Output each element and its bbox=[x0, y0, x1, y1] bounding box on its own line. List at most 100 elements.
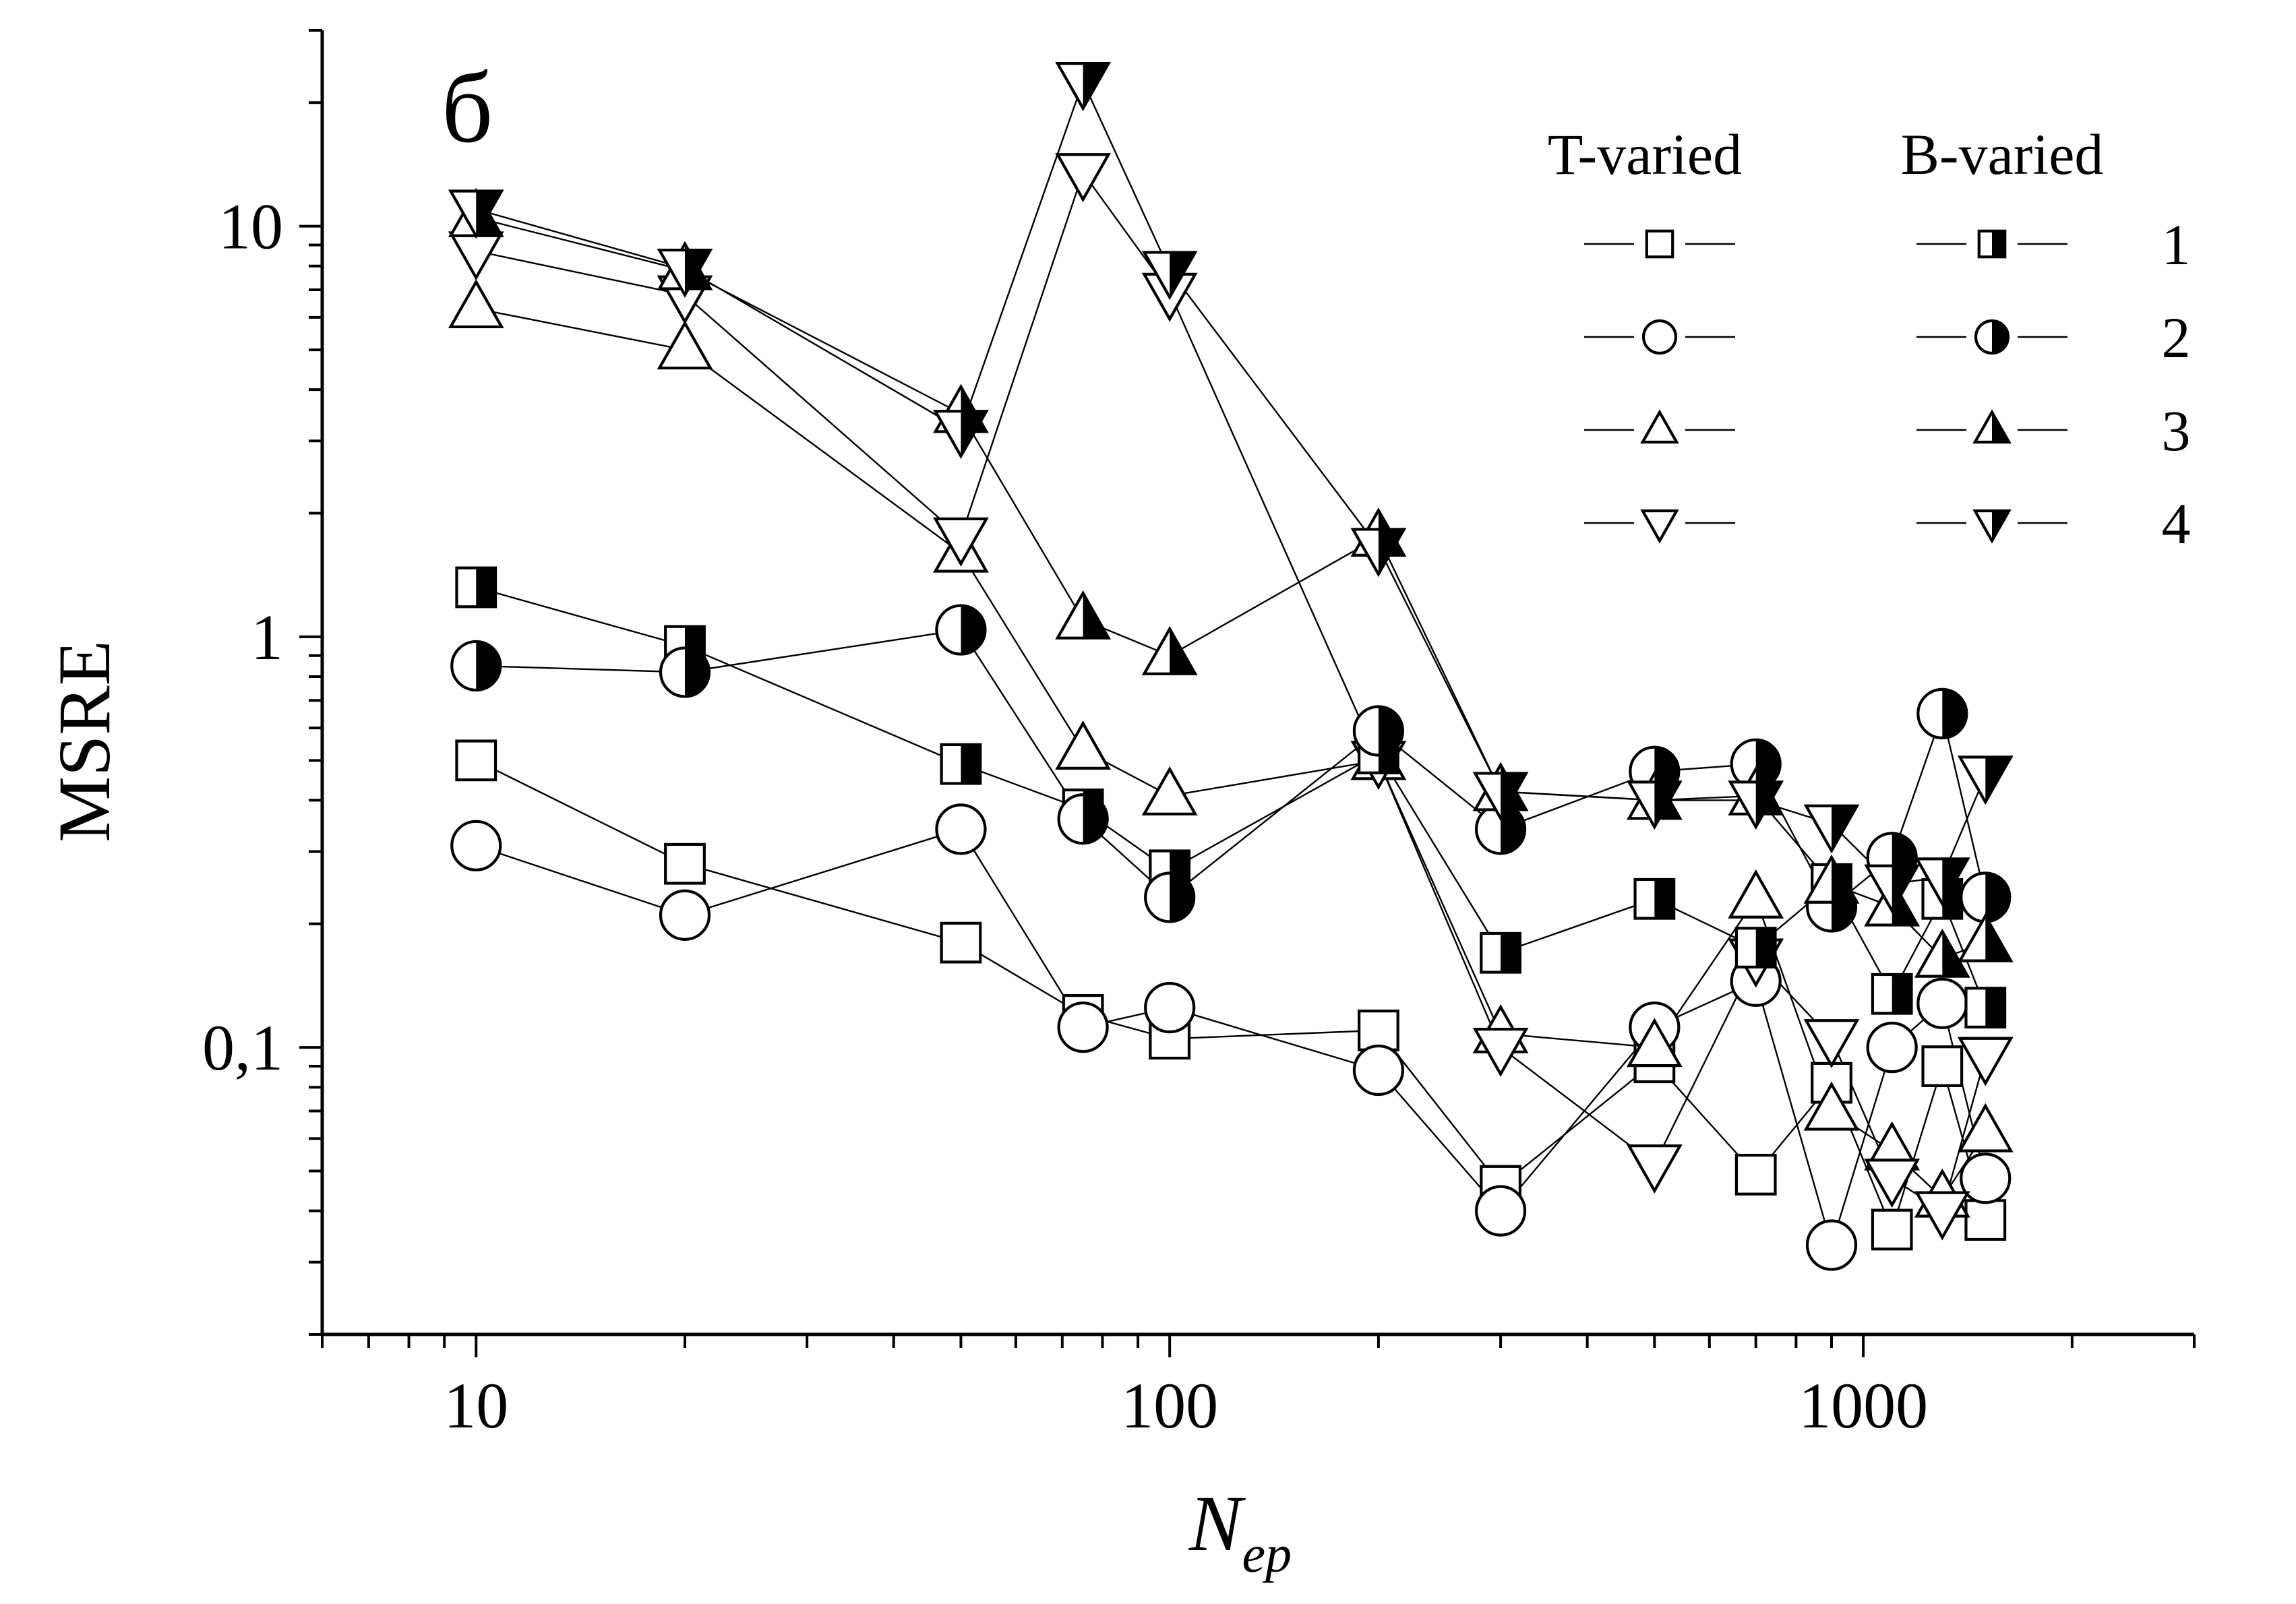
series-6-point bbox=[935, 604, 987, 656]
panel-label: б bbox=[442, 52, 493, 164]
series-5-point bbox=[1480, 931, 1521, 974]
series-6-point bbox=[1144, 871, 1196, 923]
series-6-point bbox=[1960, 871, 2012, 923]
series-2-point bbox=[1960, 1152, 2012, 1204]
series-4-point bbox=[1626, 1144, 1683, 1194]
series-8-point bbox=[1803, 804, 1860, 854]
series-4-point bbox=[1055, 153, 1112, 203]
series-4-point bbox=[1803, 1019, 1860, 1069]
series-1-point bbox=[1871, 1208, 1913, 1251]
series-2-point bbox=[659, 889, 711, 941]
series-2-point bbox=[1916, 977, 1968, 1029]
plot-series bbox=[448, 62, 2014, 1271]
legend-header-b-varied: B-varied bbox=[1901, 122, 2104, 187]
series-6-point bbox=[1352, 705, 1405, 757]
series-5-point bbox=[940, 743, 982, 785]
legend-marker-t-varied bbox=[1640, 409, 1679, 444]
legend-row-label: 2 bbox=[2162, 305, 2191, 370]
legend: T-varied B-varied 1 2 3 4 bbox=[1548, 122, 2191, 556]
series-3-point bbox=[1957, 1103, 2014, 1152]
series-8-point bbox=[933, 410, 989, 460]
series-8-point bbox=[1055, 62, 1112, 111]
axes: 10 100 1000 0,1 1 10 bbox=[202, 29, 2196, 1442]
series-6-point bbox=[450, 640, 502, 692]
series-3-point bbox=[657, 320, 713, 370]
series-3-point bbox=[1803, 1081, 1860, 1131]
series-4-point bbox=[933, 517, 989, 567]
series-1-point bbox=[1921, 1045, 1964, 1087]
series-7-point bbox=[1141, 625, 1198, 675]
series-5-point bbox=[455, 566, 497, 609]
x-tick-label: 100 bbox=[1121, 1369, 1218, 1442]
series-8-point bbox=[1728, 780, 1784, 830]
series-4-point bbox=[1472, 1028, 1529, 1078]
legend-marker-b-varied bbox=[1972, 509, 2012, 544]
series-6-point bbox=[1057, 793, 1109, 845]
series-8-point bbox=[1472, 772, 1529, 822]
series-1-point bbox=[940, 921, 982, 964]
y-tick-label: 10 bbox=[218, 191, 283, 263]
series-4-line bbox=[476, 171, 1987, 1212]
series-3-point bbox=[1055, 720, 1112, 770]
series-6-point bbox=[1916, 687, 1968, 740]
legend-row-label: 1 bbox=[2162, 212, 2191, 277]
series-8-point bbox=[1914, 857, 1970, 907]
series-3-point bbox=[1728, 869, 1784, 919]
x-axis-title-main: N bbox=[1188, 1479, 1246, 1568]
series-2-point bbox=[1144, 982, 1196, 1034]
series-1-point bbox=[1964, 1199, 2007, 1241]
series-1-point bbox=[1358, 1010, 1399, 1051]
series-6-point bbox=[659, 646, 711, 698]
series-2-point bbox=[1805, 1219, 1858, 1271]
series-1-point bbox=[455, 739, 497, 782]
y-axis-title: MSRE bbox=[43, 640, 125, 842]
series-1-point bbox=[664, 842, 706, 885]
series-5-point bbox=[1633, 877, 1676, 920]
legend-header-t-varied: T-varied bbox=[1548, 122, 1742, 187]
series-3-point bbox=[448, 279, 504, 329]
series-7-point bbox=[1957, 913, 2014, 962]
x-tick-label: 1000 bbox=[1799, 1369, 1928, 1442]
series-8-point bbox=[1626, 780, 1683, 830]
x-axis-title-sub: ep bbox=[1242, 1524, 1292, 1583]
series-8-point bbox=[1350, 528, 1407, 578]
series-1-point bbox=[1734, 1154, 1777, 1196]
series-2-point bbox=[1352, 1044, 1405, 1097]
series-7-point bbox=[1803, 854, 1860, 904]
series-3-point bbox=[1626, 1018, 1683, 1068]
series-6-point bbox=[1730, 738, 1782, 790]
y-tick-label: 1 bbox=[251, 601, 283, 673]
series-7-point bbox=[1055, 590, 1112, 640]
legend-marker-b-varied bbox=[1977, 229, 2007, 259]
series-5-point bbox=[1734, 927, 1777, 968]
legend-marker-t-varied bbox=[1645, 229, 1674, 259]
series-3-point bbox=[1141, 766, 1198, 815]
series-2-point bbox=[450, 820, 502, 871]
series-8-point bbox=[1957, 755, 2014, 805]
series-8-point bbox=[657, 248, 713, 298]
y-tick-label: 0,1 bbox=[202, 1012, 283, 1084]
series-7-point bbox=[1914, 928, 1970, 978]
series-2-point bbox=[1474, 1185, 1527, 1237]
x-tick-label: 10 bbox=[444, 1369, 508, 1442]
series-2-point bbox=[1057, 1001, 1109, 1053]
series-8-point bbox=[1864, 864, 1921, 914]
series-8-point bbox=[448, 189, 504, 239]
legend-row-label: 3 bbox=[2162, 398, 2191, 463]
series-2-point bbox=[1866, 1022, 1918, 1074]
series-4-point bbox=[1914, 1191, 1970, 1241]
series-2-point bbox=[935, 803, 987, 855]
series-5-point bbox=[1964, 987, 2007, 1029]
series-5-point bbox=[1871, 973, 1913, 1015]
x-axis-title: Nep bbox=[1188, 1479, 1292, 1583]
legend-marker-b-varied bbox=[1972, 409, 2012, 444]
legend-marker-t-varied bbox=[1640, 509, 1679, 544]
series-6-point bbox=[1474, 803, 1527, 855]
legend-marker-t-varied bbox=[1641, 319, 1678, 355]
series-4-point bbox=[1957, 1037, 2014, 1086]
legend-row-label: 4 bbox=[2162, 491, 2191, 556]
series-4-point bbox=[1864, 1159, 1921, 1208]
series-8-point bbox=[1141, 251, 1198, 301]
legend-marker-b-varied bbox=[1974, 319, 2010, 355]
